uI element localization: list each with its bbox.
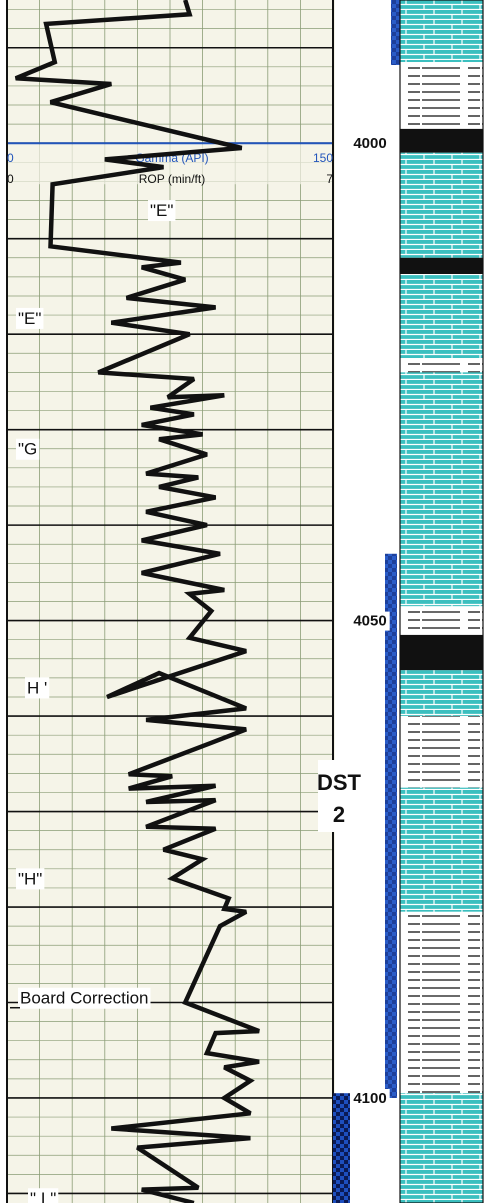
gamma-curve-line — [14, 0, 260, 1203]
depth-label: 4000 — [353, 135, 386, 152]
depth-label: 4050 — [353, 613, 386, 630]
annotation-layer: "E" "E" "G H ' "H" Board Correction " I " — [10, 200, 176, 1203]
grid-layer — [6, 0, 334, 1203]
dst-label-group: DST 2 — [317, 760, 362, 832]
lithology-shale — [400, 911, 483, 1094]
annotation-backdrop — [16, 438, 40, 460]
depth-label-backdrop — [350, 134, 390, 154]
header-strip — [7, 144, 333, 185]
lithology-column — [399, 0, 484, 1203]
lithology-limestone — [400, 274, 483, 359]
lithology-shale — [400, 606, 483, 635]
dst-interval-bar — [385, 553, 397, 1098]
gamma-min-label: 0 — [7, 151, 14, 165]
annotation-label: " I " — [30, 1189, 56, 1203]
lithology-limestone — [400, 0, 483, 63]
lithology-limestone — [400, 787, 483, 912]
gamma-curve-layer — [14, 0, 260, 1203]
gamma-max-label: 150 — [313, 151, 333, 165]
rop-max-label: 7 — [326, 172, 333, 186]
annotation-label: H ' — [27, 678, 47, 697]
lithology-border — [399, 0, 484, 1203]
annotation-label: "E" — [150, 201, 173, 220]
annotation-backdrop — [28, 1188, 59, 1203]
lithology-black — [400, 257, 483, 275]
depth-label: 4100 — [353, 1090, 386, 1107]
rop-title-label: ROP (min/ft) — [139, 172, 205, 186]
depth-labels-layer: 4000 4050 4100 — [350, 134, 390, 1108]
annotation-backdrop — [16, 307, 44, 329]
annotation-backdrop — [148, 200, 176, 222]
lithology-shale — [400, 716, 483, 788]
lithology-limestone — [400, 152, 483, 258]
depth-label-backdrop — [350, 611, 390, 631]
annotation-label: Board Correction — [20, 989, 149, 1008]
dst-label-backdrop — [318, 760, 360, 832]
dst-label-line2: 2 — [333, 802, 345, 827]
annotation-label: "G — [18, 440, 37, 459]
interval-bars-layer — [333, 0, 400, 1203]
depth-label-backdrop — [350, 1088, 390, 1108]
rop-min-label: 0 — [7, 172, 14, 186]
lithology-limestone — [400, 1093, 483, 1203]
lithology-limestone — [400, 670, 483, 717]
lithology-shale — [400, 62, 483, 129]
lithology-shale — [400, 358, 483, 373]
annotation-backdrop — [16, 868, 45, 890]
annotation-label: "H" — [18, 869, 42, 888]
annotation-backdrop — [18, 987, 151, 1009]
dst-label-line1: DST — [317, 770, 362, 795]
lithology-limestone — [400, 372, 483, 607]
top-marker-bar — [391, 0, 400, 65]
lithology-black — [400, 634, 483, 671]
lithology-black — [400, 128, 483, 153]
annotation-label: "E" — [18, 309, 41, 328]
tester-marker-bar — [333, 1093, 350, 1203]
annotation-backdrop — [25, 677, 50, 699]
